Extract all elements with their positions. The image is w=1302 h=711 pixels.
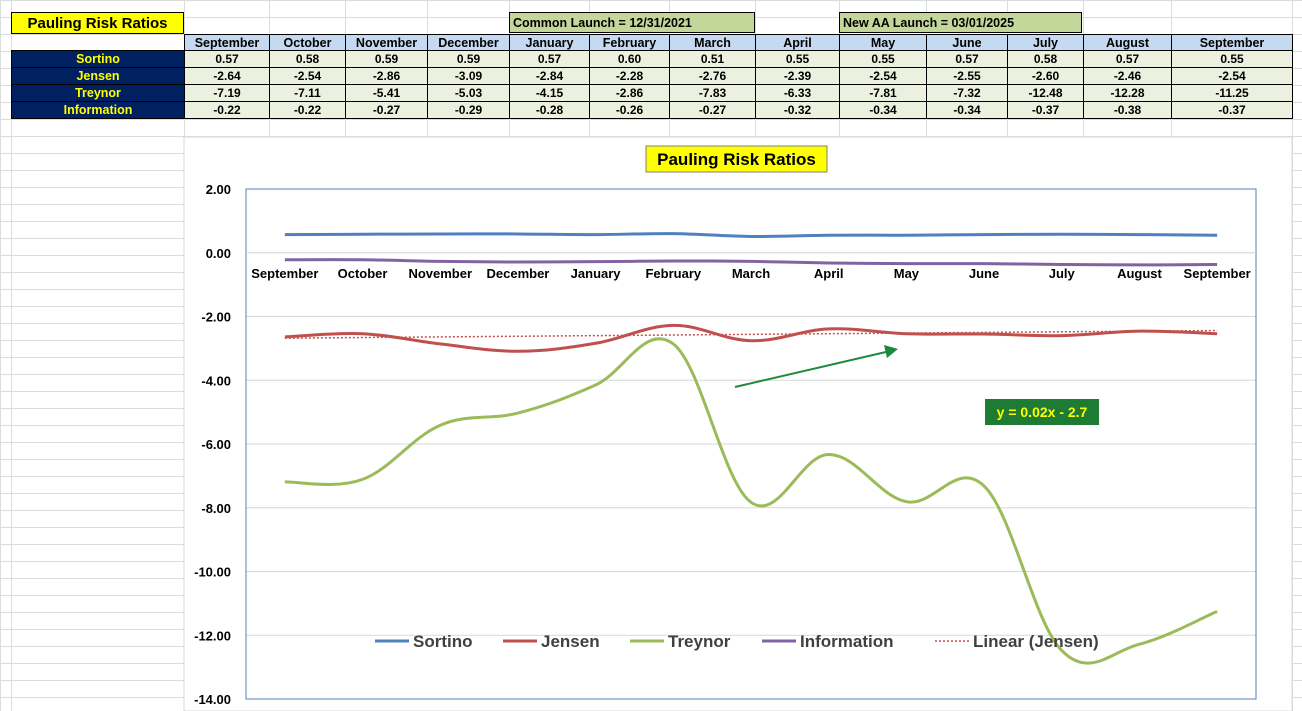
- x-tick-label: July: [1049, 266, 1076, 281]
- row-label-sortino[interactable]: Sortino: [11, 50, 185, 68]
- ratio-value-cell[interactable]: -0.37: [1171, 101, 1293, 119]
- ratio-value-cell[interactable]: -7.11: [269, 84, 346, 102]
- ratio-value-cell[interactable]: -0.34: [926, 101, 1008, 119]
- ratio-value-cell[interactable]: 0.59: [345, 50, 428, 68]
- chart-title-box: [645, 145, 828, 173]
- x-tick-label: August: [1117, 266, 1162, 281]
- ratio-value-cell[interactable]: -6.33: [755, 84, 840, 102]
- series-line-information: [284, 258, 1218, 267]
- new-aa-launch-banner[interactable]: New AA Launch = 03/01/2025: [839, 12, 1082, 33]
- ratio-value-cell[interactable]: -0.29: [427, 101, 510, 119]
- legend-label-jensen: Jensen: [541, 632, 600, 651]
- ratio-value-cell[interactable]: -0.27: [345, 101, 428, 119]
- x-tick-label: October: [338, 266, 388, 281]
- trendline-jensen: [284, 329, 1218, 339]
- y-tick-label: -14.00: [194, 692, 231, 707]
- ratio-value-cell[interactable]: -2.76: [669, 67, 756, 85]
- ratio-value-cell[interactable]: -0.27: [669, 101, 756, 119]
- ratio-value-cell[interactable]: -0.26: [589, 101, 670, 119]
- month-header-cell[interactable]: September: [1171, 34, 1293, 51]
- sheet-title[interactable]: Pauling Risk Ratios: [11, 12, 184, 34]
- x-tick-label: September: [251, 266, 318, 281]
- series-line-jensen: [284, 323, 1218, 353]
- series-line-sortino: [284, 232, 1218, 239]
- trend-arrow-head: [884, 345, 898, 358]
- y-tick-label: -8.00: [201, 501, 231, 516]
- x-tick-label: April: [814, 266, 844, 281]
- ratio-value-cell[interactable]: -0.22: [269, 101, 346, 119]
- trendline-equation-label: y = 0.02x - 2.7: [997, 404, 1088, 420]
- x-tick-label: February: [645, 266, 701, 281]
- ratio-value-cell[interactable]: -2.86: [589, 84, 670, 102]
- legend-label-information: Information: [800, 632, 894, 651]
- x-tick-label: March: [732, 266, 770, 281]
- month-header-cell[interactable]: April: [755, 34, 840, 51]
- ratio-value-cell[interactable]: -0.32: [755, 101, 840, 119]
- month-header-cell[interactable]: June: [926, 34, 1008, 51]
- y-tick-label: -6.00: [201, 437, 231, 452]
- plot-area-border: [245, 188, 1257, 700]
- legend-label-sortino: Sortino: [413, 632, 473, 651]
- ratio-value-cell[interactable]: 0.55: [839, 50, 927, 68]
- month-header-cell[interactable]: January: [509, 34, 590, 51]
- month-header-cell[interactable]: December: [427, 34, 510, 51]
- ratio-value-cell[interactable]: -0.28: [509, 101, 590, 119]
- row-label-jensen[interactable]: Jensen: [11, 67, 185, 85]
- row-label-information[interactable]: Information: [11, 101, 185, 119]
- y-tick-label: -4.00: [201, 373, 231, 388]
- ratio-value-cell[interactable]: -7.19: [184, 84, 270, 102]
- ratio-value-cell[interactable]: 0.55: [755, 50, 840, 68]
- legend-label-linear-jensen-: Linear (Jensen): [973, 632, 1099, 651]
- series-line-treynor: [284, 337, 1218, 665]
- x-tick-label: December: [486, 266, 549, 281]
- month-header-cell[interactable]: March: [669, 34, 756, 51]
- chart-title: Pauling Risk Ratios: [657, 150, 816, 169]
- x-tick-label: September: [1184, 266, 1251, 281]
- x-tick-label: January: [571, 266, 622, 281]
- y-tick-label: -10.00: [194, 565, 231, 580]
- x-tick-label: May: [894, 266, 920, 281]
- y-tick-label: 0.00: [206, 246, 231, 261]
- y-tick-label: -12.00: [194, 628, 231, 643]
- x-tick-label: November: [408, 266, 472, 281]
- ratio-value-cell[interactable]: -2.60: [1007, 67, 1084, 85]
- ratio-value-cell[interactable]: 0.57: [184, 50, 270, 68]
- trend-arrow-shaft: [734, 350, 889, 388]
- ratio-value-cell[interactable]: -0.34: [839, 101, 927, 119]
- y-tick-label: 2.00: [206, 182, 231, 197]
- trendline-equation-box: [985, 399, 1099, 425]
- common-launch-banner[interactable]: Common Launch = 12/31/2021: [509, 12, 755, 33]
- x-tick-label: June: [969, 266, 999, 281]
- y-tick-label: -2.00: [201, 310, 231, 325]
- chart-area: [183, 136, 1293, 711]
- legend-label-treynor: Treynor: [668, 632, 731, 651]
